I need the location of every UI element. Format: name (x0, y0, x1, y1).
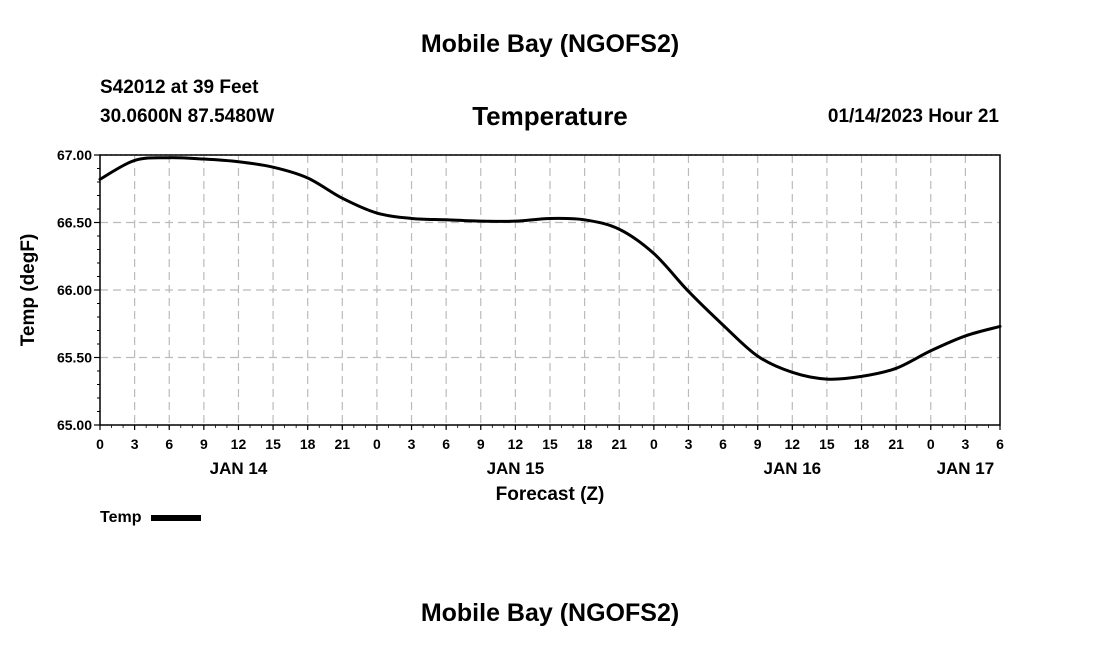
day-label: JAN 16 (763, 459, 821, 478)
y-axis-label: Temp (degF) (18, 234, 39, 347)
x-tick-label: 9 (200, 436, 208, 452)
x-tick-label: 21 (888, 436, 904, 452)
legend-swatch-temp (151, 515, 202, 521)
series-line-temp (98, 156, 1002, 381)
station-label: S42012 at 39 Feet (100, 77, 259, 98)
x-tick-label: 18 (300, 436, 316, 452)
x-tick-label: 3 (685, 436, 693, 452)
y-tick-label: 65.00 (57, 417, 92, 433)
y-tick-label: 66.50 (57, 215, 92, 231)
axis-labels: 65.00 65.50 66.00 66.50 67.00 0 3 6 9 12 15 18 21 0 3 6… (57, 147, 1004, 478)
x-tick-label: 6 (719, 436, 727, 452)
x-tick-label: 15 (819, 436, 835, 452)
axis-ticks (94, 154, 1001, 430)
timestamp-label: 01/14/2023 Hour 21 (827, 106, 999, 127)
plot-frame (99, 154, 1001, 426)
x-tick-label: 0 (373, 436, 381, 452)
x-tick-label: 3 (408, 436, 416, 452)
chart-title: Temperature (472, 101, 628, 131)
day-label: JAN 17 (937, 459, 995, 478)
coordinates-label: 30.0600N 87.5480W (100, 106, 275, 127)
legend: Temp (100, 509, 202, 527)
day-label: JAN 15 (487, 459, 545, 478)
page-title-bottom: Mobile Bay (NGOFS2) (420, 599, 680, 627)
x-tick-label: 9 (754, 436, 762, 452)
y-tick-label: 67.00 (57, 147, 92, 163)
x-tick-label: 0 (650, 436, 658, 452)
x-tick-label: 12 (785, 436, 801, 452)
x-tick-label: 21 (335, 436, 351, 452)
x-tick-label: 21 (611, 436, 627, 452)
x-tick-label: 18 (854, 436, 870, 452)
x-tick-label: 6 (165, 436, 173, 452)
x-tick-label: 12 (231, 436, 247, 452)
x-tick-label: 3 (961, 436, 969, 452)
x-tick-label: 6 (442, 436, 450, 452)
day-label: JAN 14 (210, 459, 268, 478)
x-tick-label: 12 (508, 436, 524, 452)
x-tick-label: 3 (131, 436, 139, 452)
grid (100, 154, 1000, 425)
x-tick-label: 9 (477, 436, 485, 452)
x-tick-label: 0 (96, 436, 104, 452)
x-tick-label: 6 (996, 436, 1004, 452)
x-tick-label: 18 (577, 436, 593, 452)
x-tick-label: 15 (542, 436, 558, 452)
x-axis-label: Forecast (Z) (496, 484, 605, 505)
x-tick-label: 0 (927, 436, 935, 452)
page-title: Mobile Bay (NGOFS2) (420, 30, 680, 58)
x-tick-label: 15 (265, 436, 281, 452)
y-tick-label: 65.50 (57, 350, 92, 366)
y-tick-label: 66.00 (57, 282, 92, 298)
legend-label-temp: Temp (100, 509, 142, 526)
